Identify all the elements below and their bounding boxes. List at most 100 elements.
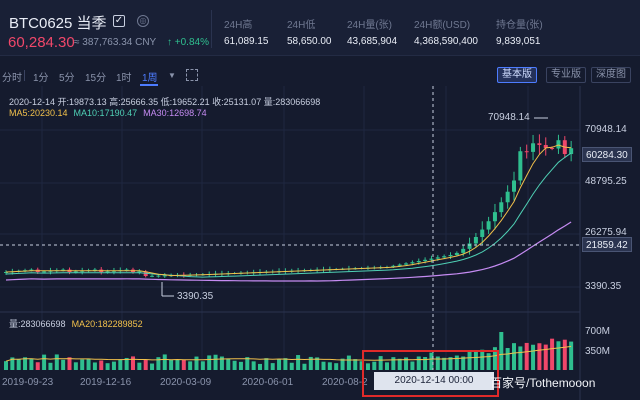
volume-bar bbox=[467, 351, 472, 370]
volume-bar bbox=[264, 358, 269, 370]
volume-ma20-line bbox=[5, 345, 572, 362]
candle bbox=[505, 191, 510, 203]
interval-15min[interactable]: 15分 bbox=[85, 73, 107, 84]
candle bbox=[156, 275, 161, 277]
market-header: BTC0625 当季 ✓ ◎ 60,284.30 ≈ 387,763.34 CN… bbox=[0, 0, 640, 56]
candle bbox=[448, 255, 453, 257]
candle bbox=[467, 243, 472, 249]
volume-bar bbox=[524, 342, 529, 370]
compass-icon[interactable]: ◎ bbox=[137, 15, 149, 27]
volume-ma20-value: MA20:182289852 bbox=[71, 319, 143, 329]
volume-bar bbox=[569, 341, 574, 370]
x-tick-label: 2019-09-23 bbox=[2, 377, 54, 388]
volume-bar bbox=[454, 355, 459, 370]
stat-amount-label: 24H额(USD) bbox=[414, 20, 471, 31]
interval-dropdown-icon[interactable]: ▼ bbox=[168, 71, 176, 80]
volume-bar bbox=[219, 356, 224, 370]
volume-bar bbox=[346, 355, 351, 370]
candlestick-chart[interactable] bbox=[0, 86, 640, 400]
candle bbox=[473, 236, 478, 244]
dropdown-check-icon[interactable]: ✓ bbox=[113, 15, 125, 27]
volume-bar bbox=[512, 343, 516, 370]
candle bbox=[486, 221, 491, 230]
stat-high-value: 61,089.15 bbox=[224, 36, 269, 47]
volume-bar bbox=[238, 361, 243, 370]
contract-symbol[interactable]: BTC0625 当季 bbox=[9, 15, 107, 32]
y-tick-label: 70948.14 bbox=[585, 124, 627, 135]
ma-legend: MA5:20230.14 MA10:17190.47 MA30:12698.74 bbox=[9, 108, 207, 118]
volume-bar bbox=[423, 357, 428, 370]
volume-bar bbox=[550, 338, 555, 370]
volume-bar bbox=[226, 358, 231, 370]
crosshair-date-label: 2020-12-14 00:00 bbox=[374, 372, 494, 390]
volume-bar bbox=[410, 361, 415, 370]
volume-bar bbox=[391, 357, 396, 370]
volume-bar bbox=[175, 359, 180, 370]
stat-oi-value: 9,839,051 bbox=[496, 36, 541, 47]
candle bbox=[105, 271, 110, 273]
volume-bar bbox=[429, 352, 434, 370]
volume-bar bbox=[340, 358, 345, 370]
header-divider bbox=[211, 10, 212, 48]
volume-bar bbox=[232, 360, 237, 370]
stat-low-value: 58,650.00 bbox=[287, 36, 332, 47]
volume-bar bbox=[156, 357, 161, 370]
interval-1week[interactable]: 1周 bbox=[142, 73, 158, 84]
crosshair-price-tag: 21859.42 bbox=[582, 237, 632, 252]
volume-bar bbox=[397, 358, 402, 370]
last-price: 60,284.30 bbox=[8, 34, 75, 51]
watermark: 百家号/Tothemooon bbox=[490, 376, 596, 390]
candle bbox=[492, 212, 497, 222]
volume-bar bbox=[118, 359, 123, 370]
volume-bars bbox=[4, 332, 574, 370]
volume-bar bbox=[137, 362, 142, 370]
candle bbox=[543, 144, 548, 148]
volume-value: 量:283066698 bbox=[9, 319, 66, 329]
x-tick-label: 2020-03-09 bbox=[160, 377, 212, 388]
volume-bar bbox=[435, 356, 440, 370]
interval-timeline[interactable]: 分时 bbox=[2, 73, 22, 84]
fullscreen-icon[interactable] bbox=[186, 69, 198, 81]
volume-bar bbox=[404, 357, 409, 370]
volume-bar bbox=[492, 347, 497, 370]
volume-bar bbox=[562, 339, 567, 370]
volume-bar bbox=[54, 354, 59, 370]
volume-bar bbox=[35, 362, 40, 370]
candle bbox=[461, 248, 466, 253]
volume-bar bbox=[181, 359, 186, 370]
view-pro-button[interactable]: 专业版 bbox=[546, 67, 586, 83]
volume-bar bbox=[556, 341, 561, 370]
y-tick-label: 3390.35 bbox=[585, 281, 622, 292]
ma30-line bbox=[5, 221, 572, 282]
volume-bar bbox=[16, 359, 21, 370]
volume-legend: 量:283066698 MA20:182289852 bbox=[9, 317, 143, 330]
volume-bar bbox=[448, 357, 453, 370]
view-basic-button[interactable]: 基本版 bbox=[497, 67, 537, 83]
candle bbox=[410, 262, 415, 264]
toolbar-separator bbox=[24, 70, 25, 81]
candle bbox=[423, 259, 428, 261]
high-callout: 70948.14 bbox=[488, 112, 530, 123]
volume-bar bbox=[150, 363, 155, 370]
cny-price: ≈ 387,763.34 CNY bbox=[74, 37, 157, 48]
volume-bar bbox=[207, 355, 212, 370]
interval-1hour[interactable]: 1时 bbox=[116, 73, 132, 84]
interval-1min[interactable]: 1分 bbox=[33, 73, 49, 84]
stat-amount-value: 4,368,590,400 bbox=[414, 36, 478, 47]
volume-bar bbox=[162, 354, 167, 370]
volume-bar bbox=[143, 359, 148, 370]
current-price-tag: 60284.30 bbox=[582, 147, 632, 162]
volume-bar bbox=[86, 358, 91, 370]
candle bbox=[61, 269, 66, 271]
candle bbox=[29, 269, 34, 271]
view-depth-button[interactable]: 深度图 bbox=[591, 67, 631, 83]
volume-bar bbox=[537, 343, 542, 370]
low-callout: 3390.35 bbox=[177, 291, 214, 302]
interval-5min[interactable]: 5分 bbox=[59, 73, 75, 84]
volume-bar bbox=[327, 362, 332, 370]
volume-bar bbox=[169, 359, 174, 370]
volume-bar bbox=[277, 359, 282, 370]
volume-bar bbox=[442, 357, 447, 370]
volume-bar bbox=[10, 357, 15, 370]
x-tick-label: 2020-06-01 bbox=[242, 377, 294, 388]
